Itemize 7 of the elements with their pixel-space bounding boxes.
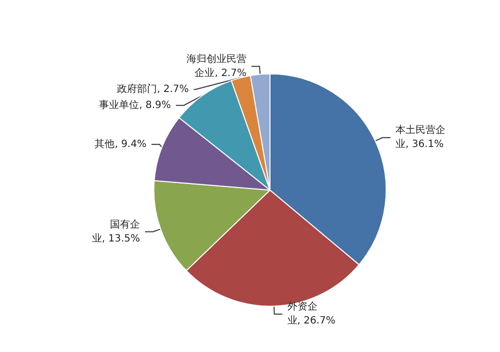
- slice-label: 政府部门, 2.7%: [117, 82, 189, 95]
- slice-label: 事业单位, 8.9%: [99, 98, 171, 111]
- slice-label: 其他, 9.4%: [94, 138, 146, 150]
- slice-label: 外资企业, 26.7%: [287, 300, 336, 327]
- slice-label: 国有企业, 13.5%: [92, 218, 140, 244]
- slice-label: 海归创业民营企业, 2.7%: [186, 52, 246, 79]
- slice-label: 本土民营企业, 36.1%: [396, 124, 446, 150]
